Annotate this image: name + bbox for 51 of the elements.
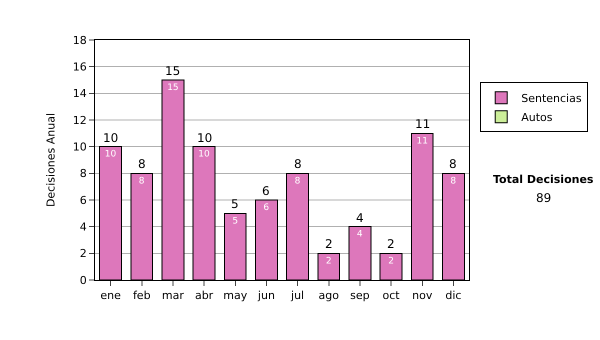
y-tick-label: 12 <box>72 114 87 127</box>
data-label: 4 <box>356 230 363 240</box>
total-label: 8 <box>138 157 146 171</box>
x-tick-label: feb <box>132 289 151 302</box>
y-tick-label: 16 <box>72 60 87 74</box>
y-tick-label: 14 <box>72 87 87 100</box>
x-tick-label: may <box>223 289 248 302</box>
total-label: 11 <box>415 117 430 131</box>
x-tick-label: dic <box>445 289 462 302</box>
data-label: 10 <box>198 150 210 160</box>
text: Total Decisiones <box>493 173 594 186</box>
x-tick-label: sep <box>350 289 370 302</box>
data-label: 11 <box>416 136 428 146</box>
x-tick-label: nov <box>412 289 433 302</box>
data-label: 15 <box>167 83 179 93</box>
data-label: 6 <box>263 203 270 213</box>
total-label: 10 <box>197 131 212 145</box>
total-label: 10 <box>103 131 118 145</box>
data-label: 2 <box>326 256 332 266</box>
total-label: 5 <box>231 197 239 211</box>
data-label: 10 <box>104 150 116 160</box>
legend-label: Sentencias <box>521 92 582 105</box>
total-label: 8 <box>294 157 302 171</box>
data-label: 5 <box>232 216 238 226</box>
data-label: 8 <box>294 176 301 186</box>
total-label: 15 <box>165 64 180 78</box>
total-label: 2 <box>387 237 395 251</box>
x-tick-label: abr <box>194 289 214 302</box>
y-tick-label: 8 <box>80 167 87 180</box>
y-tick-label: 4 <box>80 220 87 234</box>
x-tick-label: ene <box>100 289 122 302</box>
data-label: 2 <box>388 256 394 266</box>
y-tick-label: 2 <box>80 247 87 260</box>
x-tick-label: oct <box>382 289 400 302</box>
y-tick-label: 6 <box>80 194 87 207</box>
total-label: 2 <box>325 237 333 251</box>
y-tick-label: 18 <box>72 34 87 47</box>
y-axis-title: Decisiones Anual <box>44 112 58 208</box>
x-tick-label: jun <box>256 289 275 302</box>
y-tick-label: 10 <box>72 140 87 154</box>
x-tick-label: ago <box>318 289 340 302</box>
y-tick-label: 0 <box>80 274 87 287</box>
total-label: 4 <box>356 211 364 225</box>
x-tick-label: mar <box>162 289 184 302</box>
data-label: 8 <box>138 176 145 186</box>
data-label: 8 <box>450 176 456 186</box>
legend-label: Autos <box>521 110 553 124</box>
text: 89 <box>536 191 552 205</box>
x-tick-label: jul <box>290 289 304 302</box>
total-label: 8 <box>449 157 457 171</box>
total-label: 6 <box>262 184 270 198</box>
